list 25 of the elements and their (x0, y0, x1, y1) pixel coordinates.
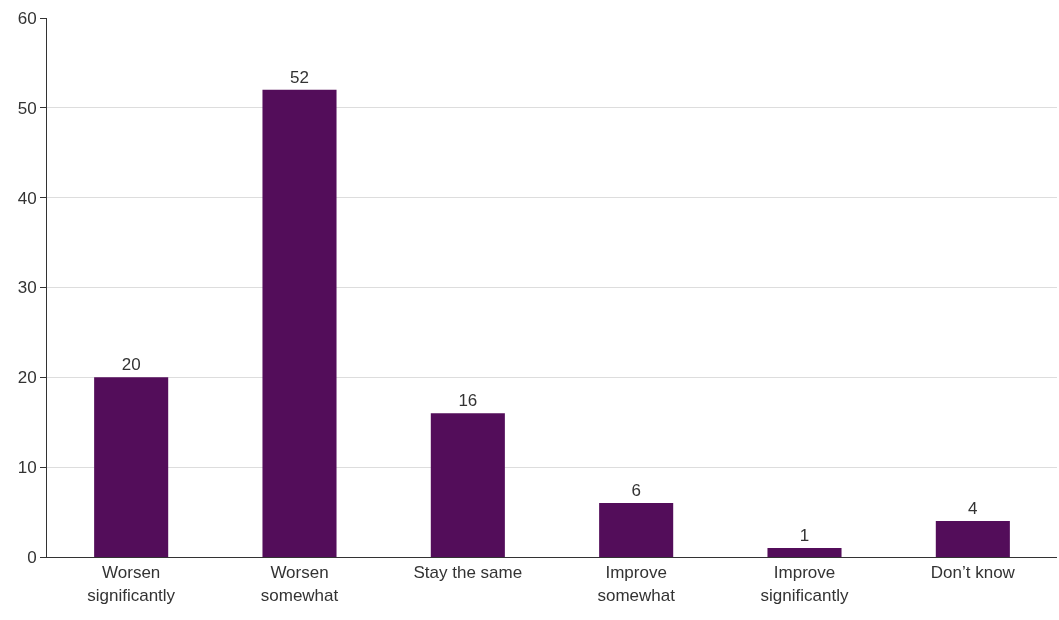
data-label: 6 (631, 481, 641, 501)
y-tick-label: 10 (17, 458, 37, 478)
x-tick-label: Stay the same (413, 563, 523, 583)
x-tick-label: Improve somewhat (597, 563, 676, 605)
x-tick-label: Worsen significantly (87, 563, 176, 605)
bar (430, 413, 505, 557)
data-label: 52 (290, 67, 309, 87)
bar (935, 521, 1010, 557)
data-label: 20 (121, 355, 141, 375)
bar (262, 89, 337, 557)
y-tick-label: 30 (17, 278, 37, 298)
y-tick-label: 0 (27, 547, 37, 567)
bar (599, 503, 674, 557)
data-label: 1 (799, 526, 810, 546)
y-tick-label: 50 (17, 98, 37, 118)
y-tick-label: 20 (17, 368, 37, 388)
x-tick-label: Don’t know (930, 563, 1016, 583)
bar (94, 377, 169, 557)
data-label: 4 (968, 499, 978, 519)
bar (767, 548, 842, 557)
y-tick-label: 40 (17, 188, 37, 208)
data-label: 16 (458, 391, 478, 411)
y-tick-label: 60 (17, 8, 37, 28)
x-tick-label: Improve significantly (760, 563, 849, 605)
x-tick-label: Worsen somewhat (260, 563, 339, 605)
